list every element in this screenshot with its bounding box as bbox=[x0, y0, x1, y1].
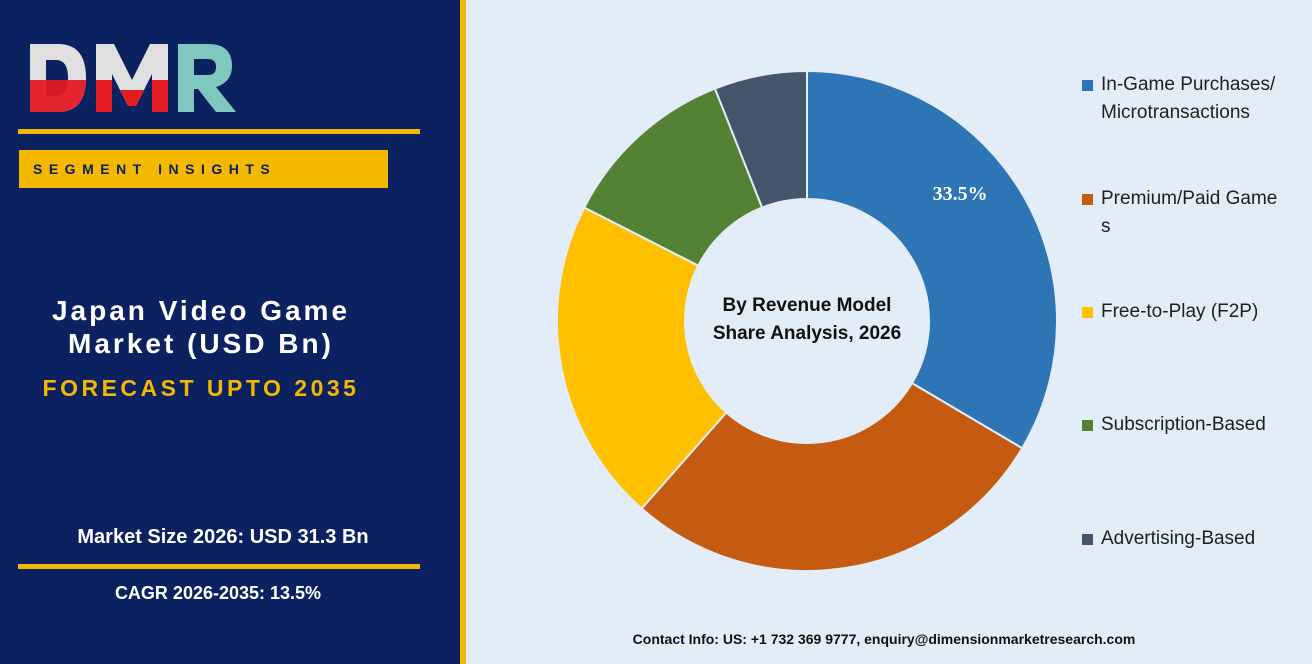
donut-slice-0 bbox=[806, 69, 1058, 450]
legend-item-1: Premium/Paid Games bbox=[1082, 188, 1281, 241]
donut-slice-4 bbox=[713, 69, 808, 209]
dmr-logo bbox=[28, 40, 238, 116]
top-rule bbox=[18, 129, 420, 134]
legend-swatch-2 bbox=[1082, 307, 1093, 318]
legend-swatch-3 bbox=[1082, 420, 1093, 431]
legend-item-3: Subscription-Based bbox=[1082, 414, 1281, 439]
chart-legend: In-Game Purchases/Microtransactions Premi… bbox=[1082, 0, 1312, 620]
data-label-0: 33.5% bbox=[933, 183, 988, 205]
legend-swatch-4 bbox=[1082, 534, 1093, 545]
segment-insights-label: SEGMENT INSIGHTS bbox=[33, 161, 277, 177]
donut-slice-2 bbox=[556, 206, 728, 510]
legend-label-0: In-Game Purchases/Microtransactions bbox=[1101, 74, 1276, 123]
report-title: Japan Video Game Market (USD Bn) bbox=[0, 294, 402, 360]
legend-item-2: Free-to-Play (F2P) bbox=[1082, 301, 1281, 326]
legend-label-1: Premium/Paid Games bbox=[1101, 188, 1278, 237]
title-line-1: Japan Video Game bbox=[51, 295, 351, 326]
bottom-rule bbox=[18, 564, 420, 569]
center-label-line-1: By Revenue Model bbox=[723, 295, 892, 316]
forecast-label: FORECAST UPTO 2035 bbox=[42, 375, 360, 401]
legend-swatch-1 bbox=[1082, 194, 1093, 205]
center-label-line-2: Share Analysis, 2026 bbox=[713, 323, 901, 344]
divider-bar bbox=[460, 0, 466, 664]
market-size-text: Market Size 2026: USD 31.3 Bn bbox=[77, 526, 369, 548]
legend-label-3: Subscription-Based bbox=[1101, 414, 1266, 435]
title-line-2: Market (USD Bn) bbox=[68, 328, 334, 359]
segment-insights-banner: SEGMENT INSIGHTS bbox=[19, 150, 388, 188]
legend-swatch-0 bbox=[1082, 80, 1093, 91]
legend-label-4: Advertising-Based bbox=[1101, 528, 1256, 549]
contact-info: Contact Info: US: +1 732 369 9777, enqui… bbox=[632, 631, 1136, 647]
donut-slice-1 bbox=[640, 381, 1024, 572]
legend-label-2: Free-to-Play (F2P) bbox=[1101, 301, 1259, 322]
legend-item-0: In-Game Purchases/Microtransactions bbox=[1082, 74, 1281, 127]
legend-item-4: Advertising-Based bbox=[1082, 528, 1281, 553]
donut-chart: 33.5% By Revenue Model Share Analysis, 202… bbox=[556, 69, 1058, 572]
cagr-text: CAGR 2026-2035: 13.5% bbox=[114, 583, 322, 603]
dmr-logo-graphic bbox=[30, 44, 236, 112]
